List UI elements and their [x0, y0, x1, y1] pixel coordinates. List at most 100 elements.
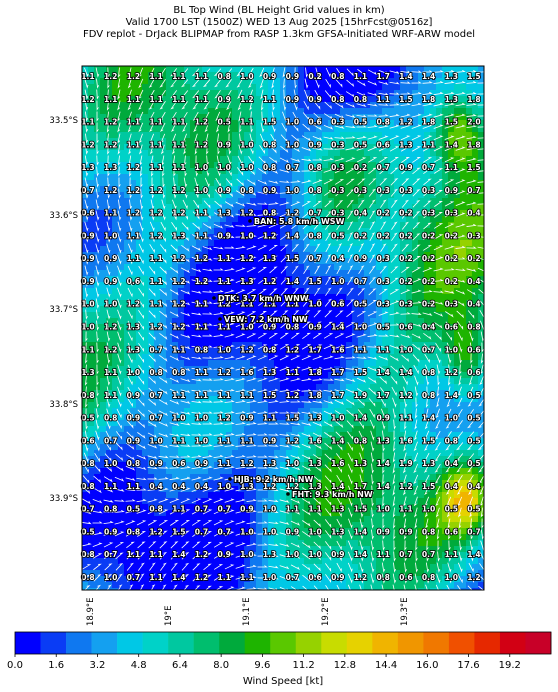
- bl-height-value: 1.1: [195, 231, 208, 240]
- bl-height-value: 1.3: [399, 140, 412, 149]
- bl-height-value: 0.8: [263, 345, 276, 354]
- bl-height-value: 1.5: [467, 72, 480, 81]
- bl-height-value: 1.0: [127, 368, 140, 377]
- bl-height-value: 0.5: [81, 414, 94, 423]
- bl-height-value: 1.3: [263, 254, 276, 263]
- colorbar-swatch: [295, 632, 322, 654]
- bl-height-value: 0.7: [149, 391, 162, 400]
- bl-height-value: 0.8: [263, 140, 276, 149]
- bl-height-value: 1.2: [104, 186, 117, 195]
- bl-height-value: 0.2: [399, 231, 412, 240]
- bl-height-value: 0.7: [81, 186, 94, 195]
- bl-height-value: 1.1: [354, 345, 367, 354]
- bl-height-value: 1.5: [354, 505, 367, 514]
- bl-height-value: 1.2: [240, 254, 253, 263]
- bl-height-value: 0.6: [172, 459, 185, 468]
- bl-height-value: 0.6: [467, 368, 480, 377]
- colorbar-swatch: [397, 632, 424, 654]
- bl-height-value: 1.0: [286, 140, 299, 149]
- bl-height-value: 0.6: [445, 323, 458, 332]
- bl-height-value: 1.3: [308, 482, 321, 491]
- bl-height-value: 1.1: [127, 95, 140, 104]
- bl-height-value: 0.7: [81, 505, 94, 514]
- bl-height-value: 1.1: [172, 505, 185, 514]
- bl-height-value: 1.1: [172, 95, 185, 104]
- bl-height-value: 1.2: [399, 482, 412, 491]
- colorbar-swatch: [525, 632, 552, 654]
- wind-barbs: [82, 67, 484, 590]
- bl-height-value: 1.0: [286, 186, 299, 195]
- bl-height-value: 0.9: [399, 163, 412, 172]
- bl-height-value: 1.0: [286, 118, 299, 127]
- bl-height-value: 1.1: [217, 391, 230, 400]
- bl-height-value: 0.8: [81, 459, 94, 468]
- bl-height-value: 0.9: [308, 323, 321, 332]
- bl-height-value: 1.4: [286, 231, 299, 240]
- bl-height-value: 0.4: [331, 254, 344, 263]
- colorbar-swatch: [117, 632, 143, 654]
- bl-height-value: 0.3: [331, 186, 344, 195]
- bl-height-value: 1.3: [376, 436, 389, 445]
- bl-height-value: 1.4: [376, 368, 389, 377]
- bl-height-value: 0.5: [217, 118, 230, 127]
- bl-height-value: 0.2: [445, 254, 458, 263]
- bl-height-value: 1.0: [240, 140, 253, 149]
- bl-height-value: 0.7: [149, 414, 162, 423]
- bl-height-value: 1.4: [376, 459, 389, 468]
- colorbar-swatch: [423, 632, 450, 654]
- bl-height-value: 1.0: [331, 414, 344, 423]
- bl-height-value: 1.2: [127, 209, 140, 218]
- bl-height-value: 0.5: [467, 436, 480, 445]
- bl-height-grid: 1.1 1.2 1.2 1.1 1.1 1.1 0.8 1.0 0.9 0.9 0.2 0.8 1.1 1…: [80, 71, 481, 583]
- bl-height-value: 1.7: [331, 391, 344, 400]
- bl-height-value: 0.3: [422, 186, 435, 195]
- bl-height-value: 1.7: [376, 72, 389, 81]
- bl-height-value: 1.0: [240, 323, 253, 332]
- bl-height-value: 0.5: [127, 505, 140, 514]
- bl-height-value: 1.2: [286, 391, 299, 400]
- bl-height-value: 1.1: [195, 209, 208, 218]
- bl-height-value: 0.8: [149, 368, 162, 377]
- map-frame: [81, 65, 485, 591]
- bl-height-value: 1.4: [399, 72, 412, 81]
- station-marker: [286, 492, 290, 496]
- bl-height-value: 0.8: [81, 482, 94, 491]
- bl-height-value: 1.2: [240, 95, 253, 104]
- bl-height-value: 1.0: [263, 573, 276, 582]
- bl-height-value: 1.6: [331, 459, 344, 468]
- bl-height-value: 1.3: [127, 323, 140, 332]
- bl-height-value: 1.3: [331, 505, 344, 514]
- bl-height-value: 1.0: [445, 414, 458, 423]
- bl-height-value: 1.1: [104, 368, 117, 377]
- station-marker: [218, 317, 222, 321]
- bl-height-value: 0.9: [399, 528, 412, 537]
- latitude-label: 33.8°S: [49, 400, 78, 410]
- bl-height-value: 0.8: [149, 505, 162, 514]
- bl-height-value: 0.2: [399, 254, 412, 263]
- bl-height-value: 1.0: [263, 505, 276, 514]
- bl-height-value: 0.3: [331, 163, 344, 172]
- bl-height-value: 1.2: [104, 140, 117, 149]
- bl-height-value: 1.1: [308, 505, 321, 514]
- bl-height-value: 0.6: [445, 528, 458, 537]
- bl-height-value: 0.7: [286, 573, 299, 582]
- bl-height-value: 1.3: [81, 163, 94, 172]
- station-marker: [228, 477, 232, 481]
- bl-height-value: 1.4: [376, 482, 389, 491]
- bl-height-value: 0.2: [354, 163, 367, 172]
- bl-height-value: 1.0: [286, 459, 299, 468]
- bl-height-value: 0.2: [422, 231, 435, 240]
- bl-height-value: 1.0: [195, 163, 208, 172]
- bl-height-value: 0.7: [376, 163, 389, 172]
- bl-height-value: 0.8: [240, 186, 253, 195]
- bl-height-value: 0.3: [331, 209, 344, 218]
- colorbar-tick-label: 16.0: [416, 660, 438, 671]
- bl-height-value: 1.0: [308, 300, 321, 309]
- station-label: BAN: 5.8 km/h WSW: [254, 217, 345, 226]
- bl-height-value: 0.2: [445, 277, 458, 286]
- bl-height-value: 1.1: [217, 573, 230, 582]
- bl-height-value: 1.2: [127, 163, 140, 172]
- bl-height-value: 1.0: [104, 573, 117, 582]
- bl-height-value: 1.1: [240, 436, 253, 445]
